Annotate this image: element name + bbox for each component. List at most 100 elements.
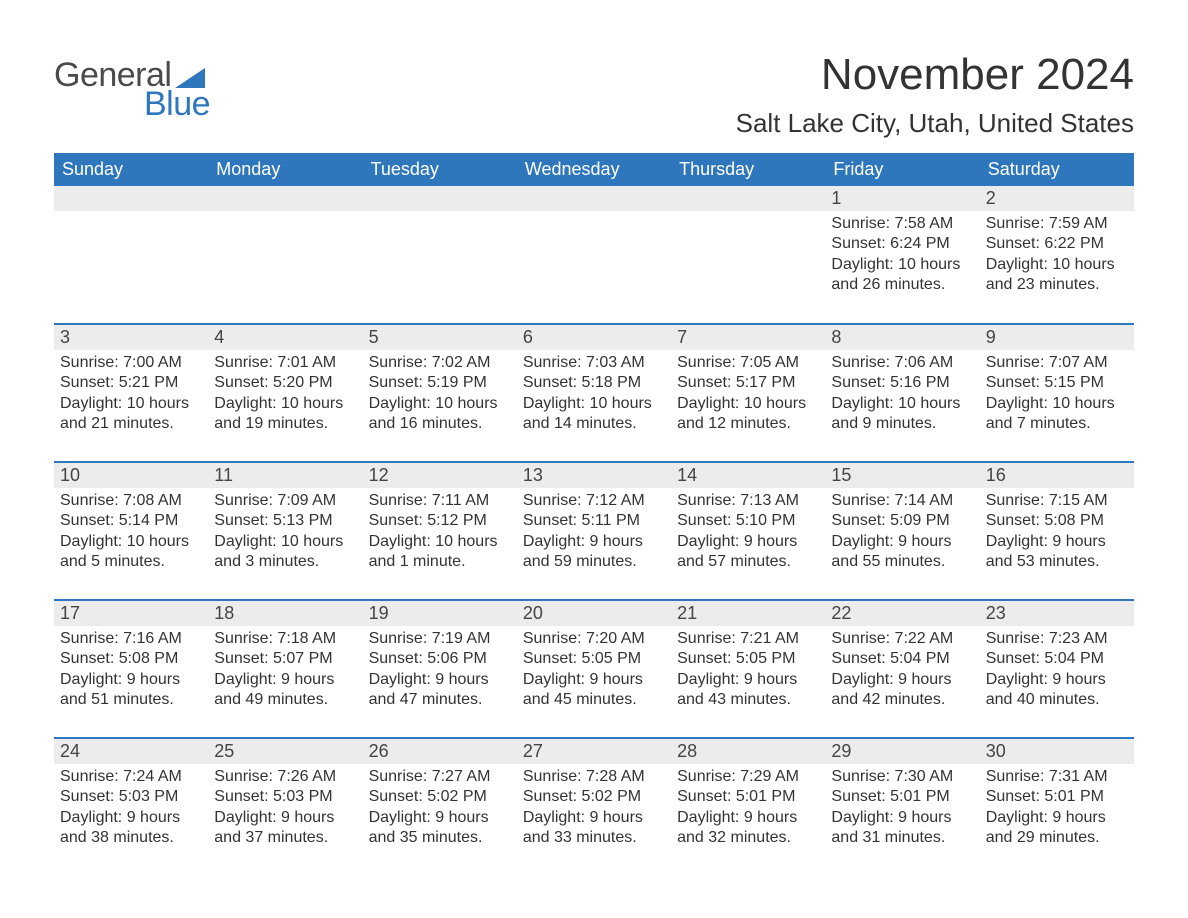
sunrise-line: Sunrise: 7:13 AM xyxy=(677,491,819,511)
logo-text-blue: Blue xyxy=(144,85,210,124)
sunset-line: Sunset: 5:01 PM xyxy=(677,787,819,807)
calendar-cell: 19Sunrise: 7:19 AMSunset: 5:06 PMDayligh… xyxy=(363,600,517,738)
calendar-cell: 10Sunrise: 7:08 AMSunset: 5:14 PMDayligh… xyxy=(54,462,208,600)
sunrise-line: Sunrise: 7:14 AM xyxy=(831,491,973,511)
sunset-line: Sunset: 5:09 PM xyxy=(831,511,973,531)
calendar-cell: 2Sunrise: 7:59 AMSunset: 6:22 PMDaylight… xyxy=(980,186,1134,324)
sunrise-line: Sunrise: 7:00 AM xyxy=(60,353,202,373)
daylight-line: Daylight: 9 hours and 40 minutes. xyxy=(986,670,1128,711)
day-number-empty xyxy=(208,186,362,211)
day-details: Sunrise: 7:01 AMSunset: 5:20 PMDaylight:… xyxy=(208,350,362,439)
calendar-cell: 1Sunrise: 7:58 AMSunset: 6:24 PMDaylight… xyxy=(825,186,979,324)
calendar-cell: 14Sunrise: 7:13 AMSunset: 5:10 PMDayligh… xyxy=(671,462,825,600)
calendar-cell: 18Sunrise: 7:18 AMSunset: 5:07 PMDayligh… xyxy=(208,600,362,738)
daylight-line: Daylight: 10 hours and 26 minutes. xyxy=(831,255,973,296)
calendar-cell: 15Sunrise: 7:14 AMSunset: 5:09 PMDayligh… xyxy=(825,462,979,600)
header: General Blue November 2024 Salt Lake Cit… xyxy=(54,50,1134,139)
day-number: 7 xyxy=(671,325,825,350)
calendar-cell: 23Sunrise: 7:23 AMSunset: 5:04 PMDayligh… xyxy=(980,600,1134,738)
day-number-empty xyxy=(671,186,825,211)
sunrise-line: Sunrise: 7:26 AM xyxy=(214,767,356,787)
day-number-empty xyxy=(363,186,517,211)
sunset-line: Sunset: 5:16 PM xyxy=(831,373,973,393)
day-number: 20 xyxy=(517,601,671,626)
calendar-row: 17Sunrise: 7:16 AMSunset: 5:08 PMDayligh… xyxy=(54,600,1134,738)
day-details: Sunrise: 7:22 AMSunset: 5:04 PMDaylight:… xyxy=(825,626,979,715)
daylight-line: Daylight: 10 hours and 3 minutes. xyxy=(214,532,356,573)
calendar-table: Sunday Monday Tuesday Wednesday Thursday… xyxy=(54,153,1134,876)
daylight-line: Daylight: 10 hours and 16 minutes. xyxy=(369,394,511,435)
day-number: 4 xyxy=(208,325,362,350)
daylight-line: Daylight: 9 hours and 53 minutes. xyxy=(986,532,1128,573)
weekday-header: Sunday xyxy=(54,153,208,186)
day-details: Sunrise: 7:07 AMSunset: 5:15 PMDaylight:… xyxy=(980,350,1134,439)
sail-icon xyxy=(175,68,205,88)
day-details: Sunrise: 7:03 AMSunset: 5:18 PMDaylight:… xyxy=(517,350,671,439)
daylight-line: Daylight: 9 hours and 45 minutes. xyxy=(523,670,665,711)
sunrise-line: Sunrise: 7:27 AM xyxy=(369,767,511,787)
day-number: 21 xyxy=(671,601,825,626)
day-number: 28 xyxy=(671,739,825,764)
daylight-line: Daylight: 9 hours and 55 minutes. xyxy=(831,532,973,573)
day-details: Sunrise: 7:31 AMSunset: 5:01 PMDaylight:… xyxy=(980,764,1134,853)
day-details: Sunrise: 7:12 AMSunset: 5:11 PMDaylight:… xyxy=(517,488,671,577)
day-details: Sunrise: 7:19 AMSunset: 5:06 PMDaylight:… xyxy=(363,626,517,715)
daylight-line: Daylight: 9 hours and 38 minutes. xyxy=(60,808,202,849)
daylight-line: Daylight: 10 hours and 14 minutes. xyxy=(523,394,665,435)
day-number-empty xyxy=(517,186,671,211)
sunset-line: Sunset: 5:17 PM xyxy=(677,373,819,393)
calendar-cell xyxy=(671,186,825,324)
day-details: Sunrise: 7:59 AMSunset: 6:22 PMDaylight:… xyxy=(980,211,1134,300)
calendar-row: 3Sunrise: 7:00 AMSunset: 5:21 PMDaylight… xyxy=(54,324,1134,462)
daylight-line: Daylight: 9 hours and 59 minutes. xyxy=(523,532,665,573)
sunrise-line: Sunrise: 7:19 AM xyxy=(369,629,511,649)
sunset-line: Sunset: 5:02 PM xyxy=(523,787,665,807)
day-number: 16 xyxy=(980,463,1134,488)
sunrise-line: Sunrise: 7:30 AM xyxy=(831,767,973,787)
sunset-line: Sunset: 5:14 PM xyxy=(60,511,202,531)
calendar-cell: 25Sunrise: 7:26 AMSunset: 5:03 PMDayligh… xyxy=(208,738,362,876)
sunset-line: Sunset: 5:03 PM xyxy=(214,787,356,807)
sunset-line: Sunset: 5:19 PM xyxy=(369,373,511,393)
month-title: November 2024 xyxy=(736,50,1134,100)
day-number: 6 xyxy=(517,325,671,350)
sunset-line: Sunset: 5:18 PM xyxy=(523,373,665,393)
daylight-line: Daylight: 10 hours and 7 minutes. xyxy=(986,394,1128,435)
weekday-header: Saturday xyxy=(980,153,1134,186)
sunset-line: Sunset: 5:04 PM xyxy=(831,649,973,669)
day-number: 2 xyxy=(980,186,1134,211)
calendar-cell: 16Sunrise: 7:15 AMSunset: 5:08 PMDayligh… xyxy=(980,462,1134,600)
daylight-line: Daylight: 10 hours and 23 minutes. xyxy=(986,255,1128,296)
day-details: Sunrise: 7:16 AMSunset: 5:08 PMDaylight:… xyxy=(54,626,208,715)
day-details: Sunrise: 7:15 AMSunset: 5:08 PMDaylight:… xyxy=(980,488,1134,577)
sunrise-line: Sunrise: 7:07 AM xyxy=(986,353,1128,373)
sunset-line: Sunset: 5:04 PM xyxy=(986,649,1128,669)
day-details: Sunrise: 7:27 AMSunset: 5:02 PMDaylight:… xyxy=(363,764,517,853)
sunrise-line: Sunrise: 7:02 AM xyxy=(369,353,511,373)
daylight-line: Daylight: 9 hours and 51 minutes. xyxy=(60,670,202,711)
sunrise-line: Sunrise: 7:24 AM xyxy=(60,767,202,787)
sunrise-line: Sunrise: 7:06 AM xyxy=(831,353,973,373)
day-details: Sunrise: 7:26 AMSunset: 5:03 PMDaylight:… xyxy=(208,764,362,853)
sunrise-line: Sunrise: 7:21 AM xyxy=(677,629,819,649)
calendar-cell: 20Sunrise: 7:20 AMSunset: 5:05 PMDayligh… xyxy=(517,600,671,738)
day-details: Sunrise: 7:11 AMSunset: 5:12 PMDaylight:… xyxy=(363,488,517,577)
calendar-cell: 7Sunrise: 7:05 AMSunset: 5:17 PMDaylight… xyxy=(671,324,825,462)
calendar-cell: 3Sunrise: 7:00 AMSunset: 5:21 PMDaylight… xyxy=(54,324,208,462)
sunrise-line: Sunrise: 7:12 AM xyxy=(523,491,665,511)
daylight-line: Daylight: 9 hours and 31 minutes. xyxy=(831,808,973,849)
sunset-line: Sunset: 5:12 PM xyxy=(369,511,511,531)
calendar-cell: 21Sunrise: 7:21 AMSunset: 5:05 PMDayligh… xyxy=(671,600,825,738)
day-details: Sunrise: 7:14 AMSunset: 5:09 PMDaylight:… xyxy=(825,488,979,577)
sunset-line: Sunset: 5:03 PM xyxy=(60,787,202,807)
daylight-line: Daylight: 10 hours and 21 minutes. xyxy=(60,394,202,435)
day-details: Sunrise: 7:21 AMSunset: 5:05 PMDaylight:… xyxy=(671,626,825,715)
daylight-line: Daylight: 10 hours and 12 minutes. xyxy=(677,394,819,435)
day-details: Sunrise: 7:05 AMSunset: 5:17 PMDaylight:… xyxy=(671,350,825,439)
daylight-line: Daylight: 9 hours and 32 minutes. xyxy=(677,808,819,849)
logo: General Blue xyxy=(54,56,210,124)
sunrise-line: Sunrise: 7:59 AM xyxy=(986,214,1128,234)
day-number: 1 xyxy=(825,186,979,211)
calendar-cell: 29Sunrise: 7:30 AMSunset: 5:01 PMDayligh… xyxy=(825,738,979,876)
sunrise-line: Sunrise: 7:28 AM xyxy=(523,767,665,787)
